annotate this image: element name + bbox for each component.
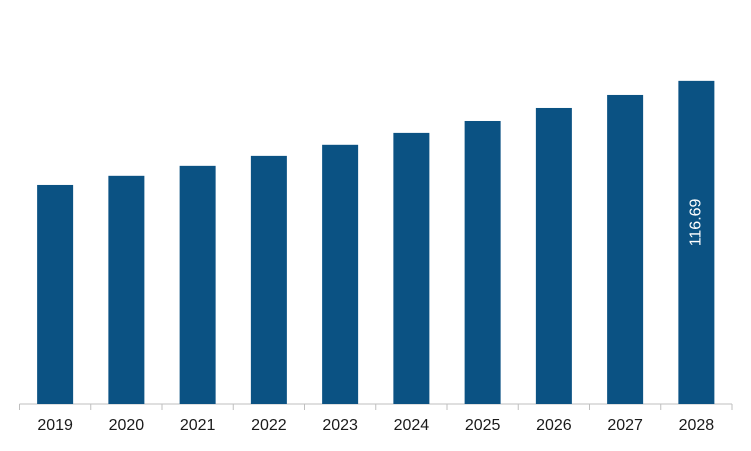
- bar: [535, 107, 572, 404]
- x-tick-label: 2022: [251, 417, 287, 434]
- bar: [250, 155, 287, 404]
- x-tick-label: 2024: [394, 417, 430, 434]
- bar: [322, 144, 359, 405]
- x-tick-label: 2021: [180, 417, 216, 434]
- value-label: 116.69: [688, 198, 705, 246]
- x-tick-label: 2027: [607, 417, 643, 434]
- bar: [108, 175, 145, 404]
- x-tick-label: 2025: [465, 417, 501, 434]
- x-tick-label: 2023: [322, 417, 358, 434]
- bar: [678, 80, 715, 404]
- bar: [179, 165, 216, 404]
- x-tick-label: 2019: [37, 417, 73, 434]
- x-tick-label: 2028: [679, 417, 715, 434]
- bar: [393, 132, 430, 404]
- bar: [607, 94, 644, 404]
- x-tick-label: 2026: [536, 417, 572, 434]
- bar: [37, 184, 74, 404]
- x-tick-label: 2020: [109, 417, 145, 434]
- bar: [464, 120, 501, 404]
